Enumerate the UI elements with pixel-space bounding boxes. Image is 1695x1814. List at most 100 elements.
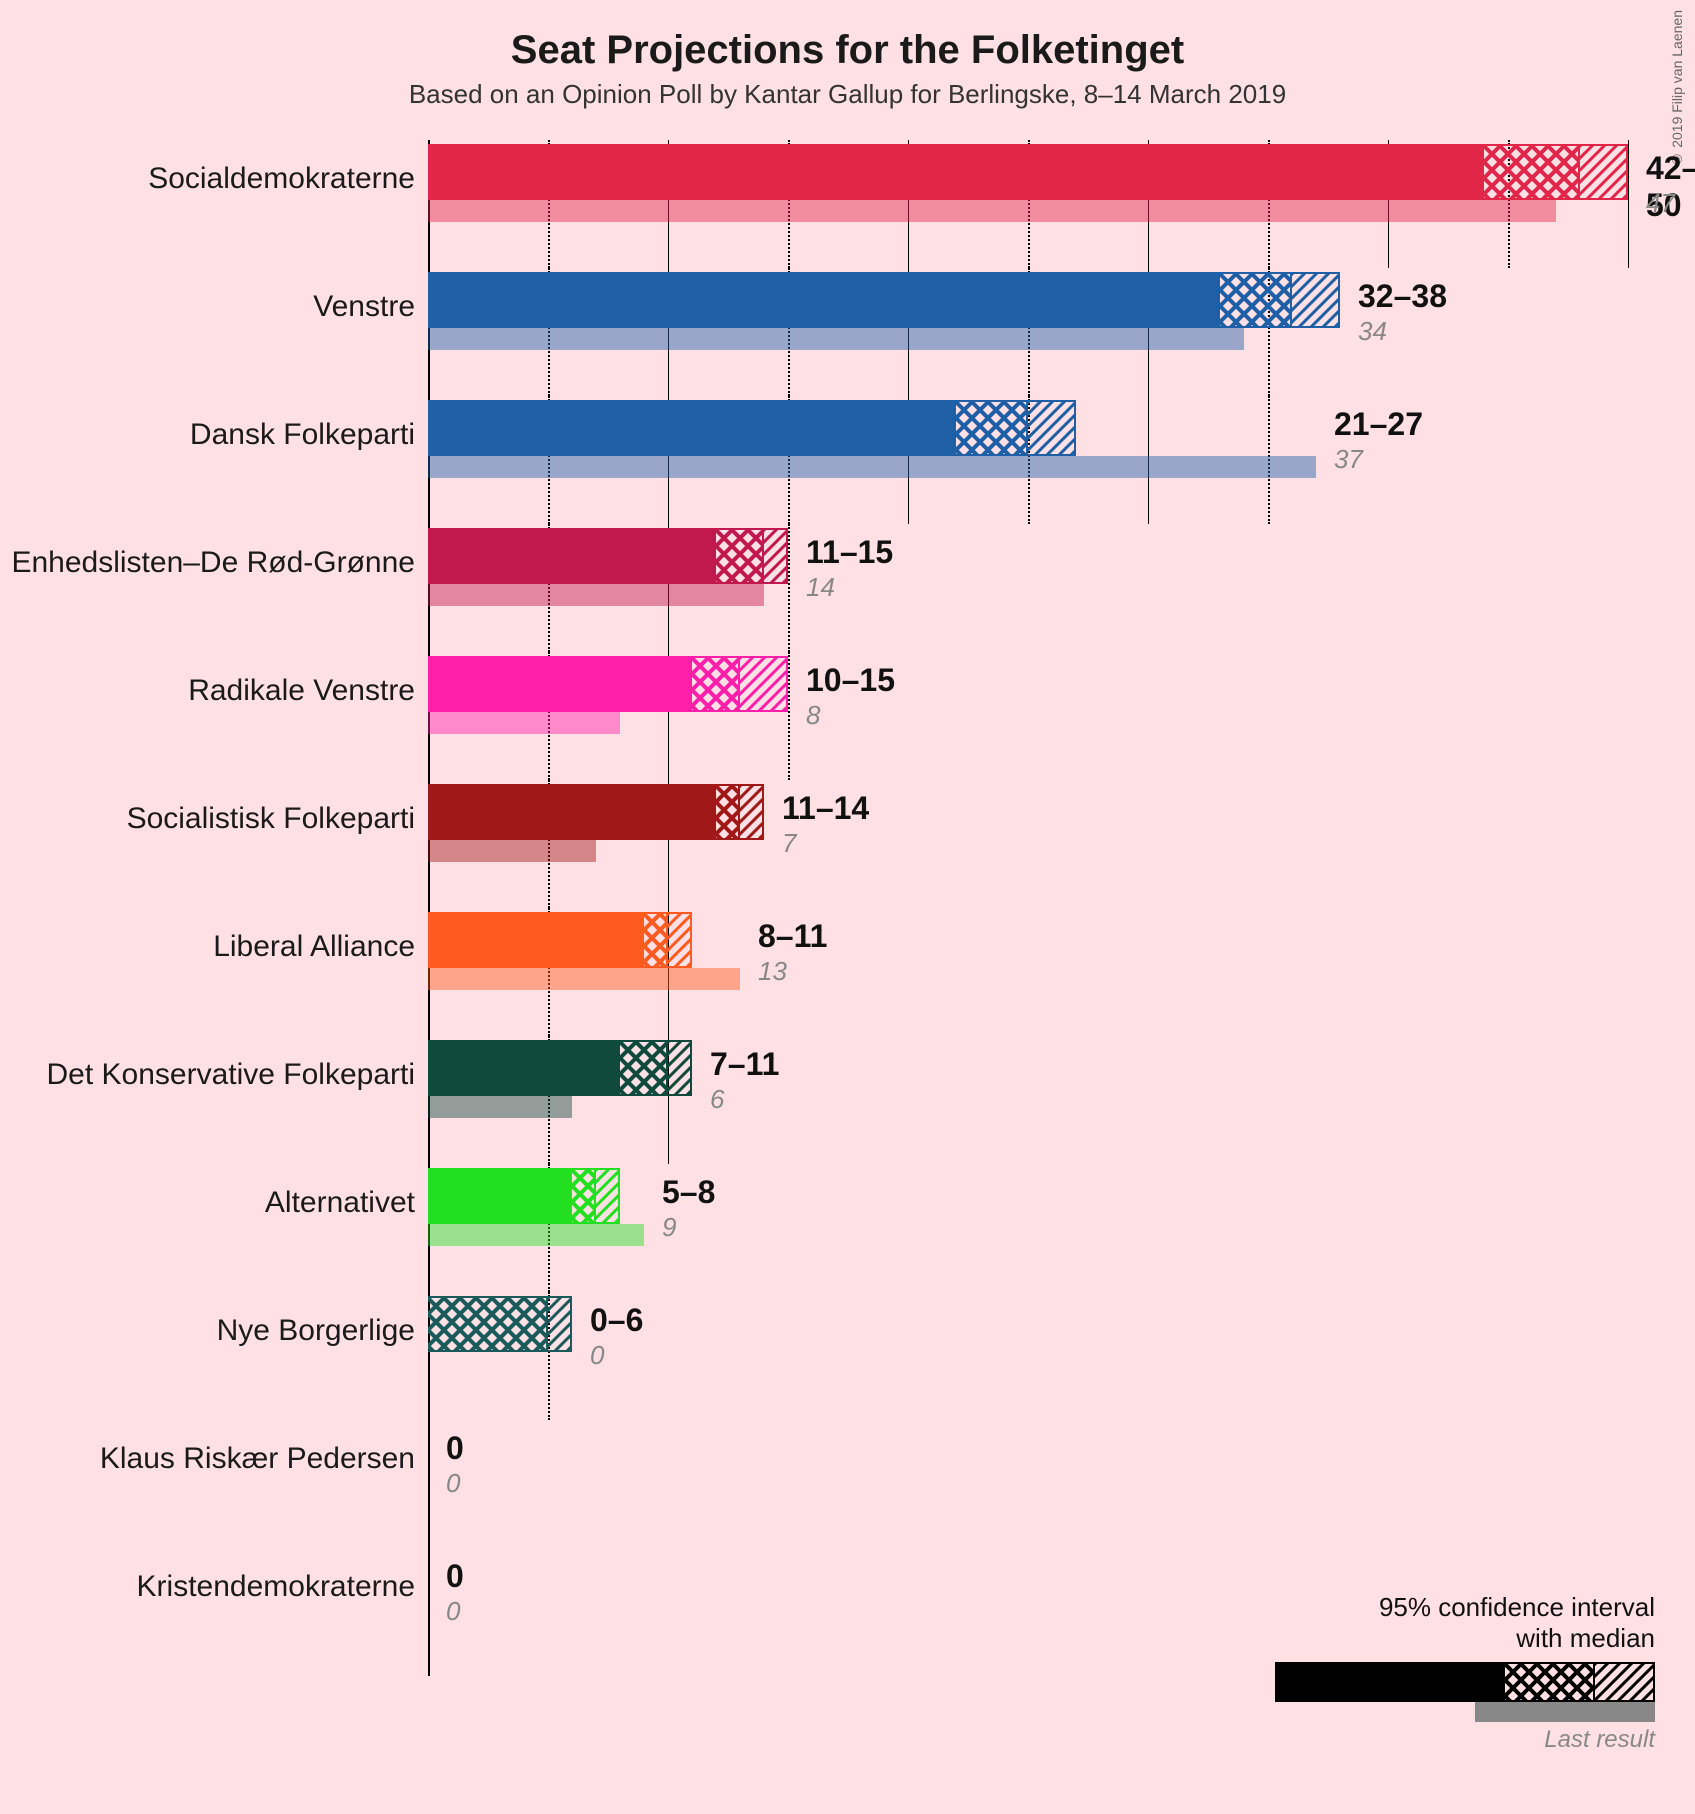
last-result-label: 9 [662, 1212, 676, 1243]
party-row: Det Konservative Folkeparti7–116 [0, 1036, 1695, 1164]
bar-crosshatch [644, 912, 668, 968]
range-label: 8–11 [758, 918, 827, 955]
bar-solid [428, 1040, 620, 1096]
party-row: Dansk Folkeparti 21–2737 [0, 396, 1695, 524]
bar-crosshatch [428, 1296, 548, 1352]
party-label: Liberal Alliance [213, 930, 415, 964]
legend-last-bar [1275, 1702, 1655, 1724]
range-label: 0–6 [590, 1302, 643, 1339]
legend: 95% confidence interval with median Last… [1235, 1592, 1655, 1754]
party-row: Venstre 32–3834 [0, 268, 1695, 396]
gridline-minor [788, 524, 790, 652]
bar-last-result [428, 840, 596, 862]
bar-solid [428, 272, 1220, 328]
last-result-label: 13 [758, 956, 787, 987]
bar-solid [428, 912, 644, 968]
last-result-label: 0 [446, 1596, 460, 1627]
party-label: Alternativet [265, 1186, 415, 1220]
last-result-label: 0 [446, 1468, 460, 1499]
range-label: 11–15 [806, 534, 893, 571]
bar-diagonal [764, 528, 788, 584]
last-result-label: 0 [590, 1340, 604, 1371]
party-label: Radikale Venstre [188, 674, 415, 708]
bar-last-result [428, 200, 1556, 222]
bar-last-result [428, 1096, 572, 1118]
party-label: Socialdemokraterne [148, 162, 415, 196]
party-label: Det Konservative Folkeparti [47, 1058, 416, 1092]
range-label: 0 [446, 1558, 464, 1595]
party-row: Socialistisk Folkeparti 11–147 [0, 780, 1695, 908]
bar-last-result [428, 328, 1244, 350]
range-label: 21–27 [1334, 406, 1423, 443]
bar-diagonal [548, 1296, 572, 1352]
chart-subtitle: Based on an Opinion Poll by Kantar Gallu… [0, 73, 1695, 110]
bar-crosshatch [1484, 144, 1580, 200]
legend-last [1475, 1702, 1655, 1722]
legend-last-label: Last result [1235, 1726, 1655, 1754]
legend-crosshatch [1505, 1662, 1595, 1702]
party-row: Klaus Riskær Pedersen 00 [0, 1420, 1695, 1548]
bar-crosshatch [1220, 272, 1292, 328]
party-row: Radikale Venstre 10–158 [0, 652, 1695, 780]
legend-title-line2: with median [1516, 1623, 1655, 1653]
range-label: 32–38 [1358, 278, 1447, 315]
bar-solid [428, 144, 1484, 200]
last-result-label: 6 [710, 1084, 724, 1115]
range-label: 5–8 [662, 1174, 715, 1211]
last-result-label: 7 [782, 828, 796, 859]
bar-diagonal [596, 1168, 620, 1224]
bar-diagonal [740, 656, 788, 712]
party-label: Enhedslisten–De Rød-Grønne [11, 546, 415, 580]
bar-solid [428, 656, 692, 712]
last-result-label: 47 [1646, 188, 1675, 219]
bar-last-result [428, 456, 1316, 478]
range-label: 11–14 [782, 790, 869, 827]
party-label: Nye Borgerlige [217, 1314, 415, 1348]
bar-crosshatch [620, 1040, 668, 1096]
last-result-label: 37 [1334, 444, 1363, 475]
gridline-major [1628, 140, 1629, 268]
bar-crosshatch [716, 528, 764, 584]
bar-last-result [428, 968, 740, 990]
bar-solid [428, 400, 956, 456]
range-label: 10–15 [806, 662, 895, 699]
party-label: Kristendemokraterne [137, 1570, 415, 1604]
last-result-label: 14 [806, 572, 835, 603]
bar-crosshatch [716, 784, 740, 840]
bar-diagonal [668, 1040, 692, 1096]
party-label: Socialistisk Folkeparti [127, 802, 415, 836]
bar-diagonal [1028, 400, 1076, 456]
bar-last-result [428, 1224, 644, 1246]
legend-solid [1275, 1662, 1505, 1702]
bar-solid [428, 1168, 572, 1224]
bar-solid [428, 784, 716, 840]
legend-title: 95% confidence interval with median [1235, 1592, 1655, 1654]
party-row: Liberal Alliance 8–1113 [0, 908, 1695, 1036]
party-row: Nye Borgerlige 0–60 [0, 1292, 1695, 1420]
bar-last-result [428, 712, 620, 734]
bar-solid [428, 528, 716, 584]
party-label: Venstre [313, 290, 415, 324]
last-result-label: 34 [1358, 316, 1387, 347]
legend-diagonal [1595, 1662, 1655, 1702]
bar-last-result [428, 584, 764, 606]
party-label: Dansk Folkeparti [190, 418, 415, 452]
range-label: 0 [446, 1430, 464, 1467]
party-row: Alternativet 5–89 [0, 1164, 1695, 1292]
last-result-label: 8 [806, 700, 820, 731]
bar-crosshatch [572, 1168, 596, 1224]
seat-projection-chart: Socialdemokraterne42–5047 Venstre 32–3834 D… [0, 120, 1695, 1814]
bar-crosshatch [692, 656, 740, 712]
chart-title: Seat Projections for the Folketinget [0, 0, 1695, 73]
party-row: Enhedslisten–De Rød-Grønne 11–1514 [0, 524, 1695, 652]
party-row: Socialdemokraterne42–5047 [0, 140, 1695, 268]
legend-title-line1: 95% confidence interval [1379, 1592, 1655, 1622]
party-label: Klaus Riskær Pedersen [100, 1442, 415, 1476]
bar-diagonal [668, 912, 692, 968]
gridline-minor [788, 652, 790, 780]
bar-crosshatch [956, 400, 1028, 456]
bar-diagonal [1292, 272, 1340, 328]
bar-diagonal [740, 784, 764, 840]
legend-bar [1275, 1662, 1655, 1702]
bar-diagonal [1580, 144, 1628, 200]
